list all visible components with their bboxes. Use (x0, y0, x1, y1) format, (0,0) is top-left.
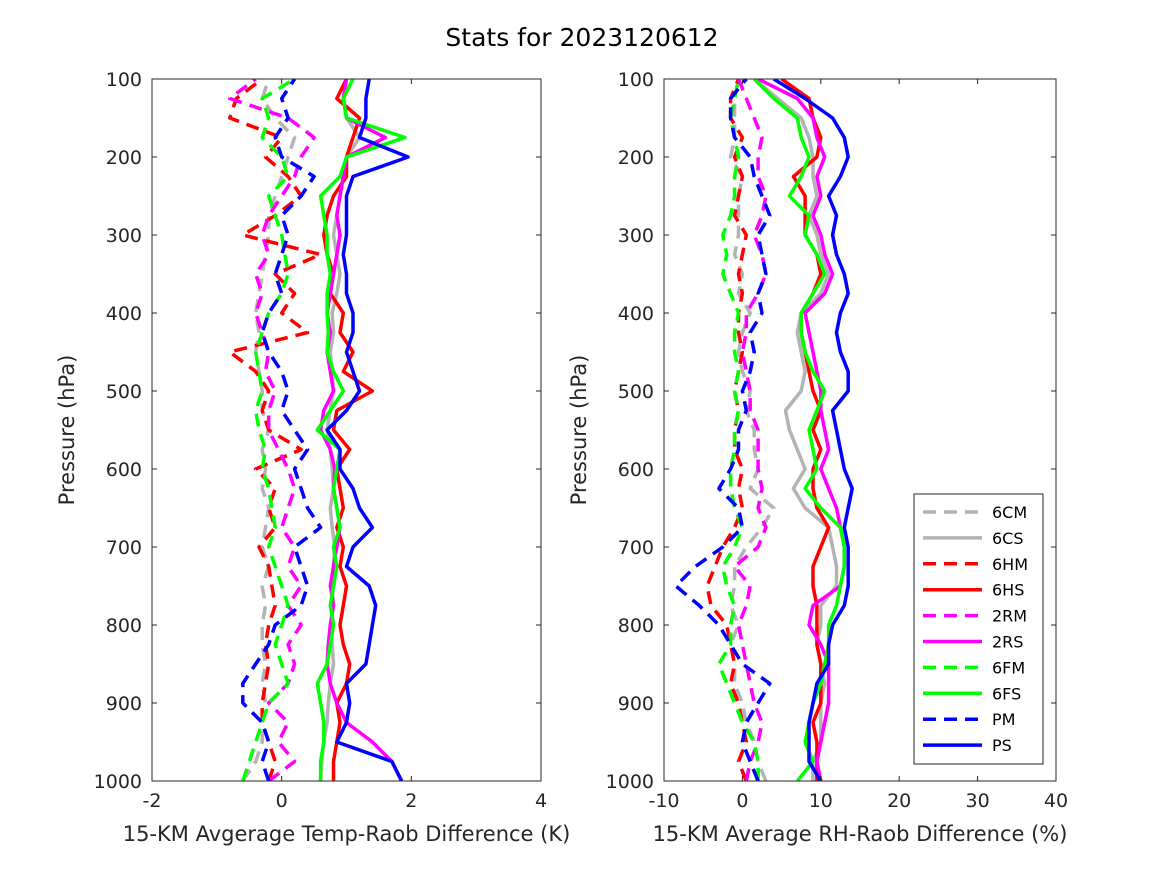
series-line-pm (241, 79, 323, 781)
y-tick-label: 1000 (94, 771, 142, 793)
legend-label-6hm: 6HM (992, 555, 1028, 574)
series-line-ps (772, 79, 854, 781)
x-tick-label: -2 (143, 790, 162, 812)
series-line-2rm (732, 79, 768, 781)
series-line-2rs (757, 79, 847, 781)
legend-label-6hs: 6HS (992, 581, 1024, 600)
series-line-ps (325, 79, 410, 781)
y-tick-label: 1000 (606, 771, 654, 793)
legend-label-6fm: 6FM (992, 658, 1025, 677)
axes-frame (663, 78, 1057, 782)
series-line-6hm (705, 79, 749, 781)
y-tick-label: 800 (106, 615, 142, 637)
y-tick-label: 500 (618, 381, 654, 403)
legend-box (913, 493, 1044, 765)
y-tick-label: 200 (618, 147, 654, 169)
series-line-6fs (315, 79, 407, 781)
y-axis-label: Pressure (hPa) (567, 355, 591, 506)
x-tick-label: 10 (809, 790, 833, 812)
y-tick-label: 900 (106, 693, 142, 715)
series-line-6hm (228, 79, 323, 781)
series-line-pm (674, 79, 772, 781)
series-line-6fm (717, 79, 760, 781)
series-line-6hs (780, 79, 831, 781)
y-tick-label: 500 (106, 381, 142, 403)
x-tick-label: 0 (736, 790, 748, 812)
y-tick-label: 200 (106, 147, 142, 169)
y-tick-label: 100 (106, 69, 142, 91)
y-tick-label: 300 (618, 225, 654, 247)
y-tick-label: 700 (618, 537, 654, 559)
series-line-2rm (228, 79, 316, 781)
x-axis-label: 15-KM Average RH-Raob Difference (%) (653, 822, 1068, 846)
y-tick-label: 700 (106, 537, 142, 559)
y-tick-label: 600 (618, 459, 654, 481)
x-tick-label: 20 (887, 790, 911, 812)
legend-label-6cs: 6CS (992, 529, 1024, 548)
y-tick-label: 400 (618, 303, 654, 325)
y-tick-label: 400 (106, 303, 142, 325)
legend-label-6cm: 6CM (992, 503, 1027, 522)
y-tick-label: 100 (618, 69, 654, 91)
y-tick-label: 600 (106, 459, 142, 481)
x-axis-label: 15-KM Avgerage Temp-Raob Difference (K) (123, 822, 571, 846)
y-tick-label: 300 (106, 225, 142, 247)
legend-label-pm: PM (992, 710, 1015, 729)
legend-label-6fs: 6FS (992, 684, 1021, 703)
x-tick-label: -10 (648, 790, 679, 812)
series-line-6hs (322, 79, 375, 781)
x-tick-label: 40 (1044, 790, 1068, 812)
x-tick-label: 30 (966, 790, 990, 812)
figure-title: Stats for 2023120612 (445, 23, 718, 52)
y-tick-label: 900 (618, 693, 654, 715)
legend: 6CM 6CS 6HM 6HS 2RM 2RS 6FM 6FS PM PS (913, 493, 1044, 765)
x-tick-label: 0 (276, 790, 288, 812)
rh-difference-axes: -10 0 10 20 30 40 100 200 300 400 500 600 700 800 900 1… (567, 69, 1068, 846)
x-tick-label: 4 (535, 790, 547, 812)
temp-difference-axes: -2 0 2 4 100 200 300 400 500 600 700 800 900 1000 15-K… (55, 69, 570, 846)
axes-frame (151, 78, 542, 782)
legend-label-ps: PS (992, 736, 1012, 755)
legend-label-2rm: 2RM (992, 607, 1027, 626)
x-tick-label: 2 (405, 790, 417, 812)
y-axis-label: Pressure (hPa) (55, 355, 79, 506)
series-line-6fs (752, 79, 847, 781)
series-line-6fm (241, 79, 296, 781)
legend-label-2rs: 2RS (992, 633, 1023, 652)
y-tick-label: 800 (618, 615, 654, 637)
